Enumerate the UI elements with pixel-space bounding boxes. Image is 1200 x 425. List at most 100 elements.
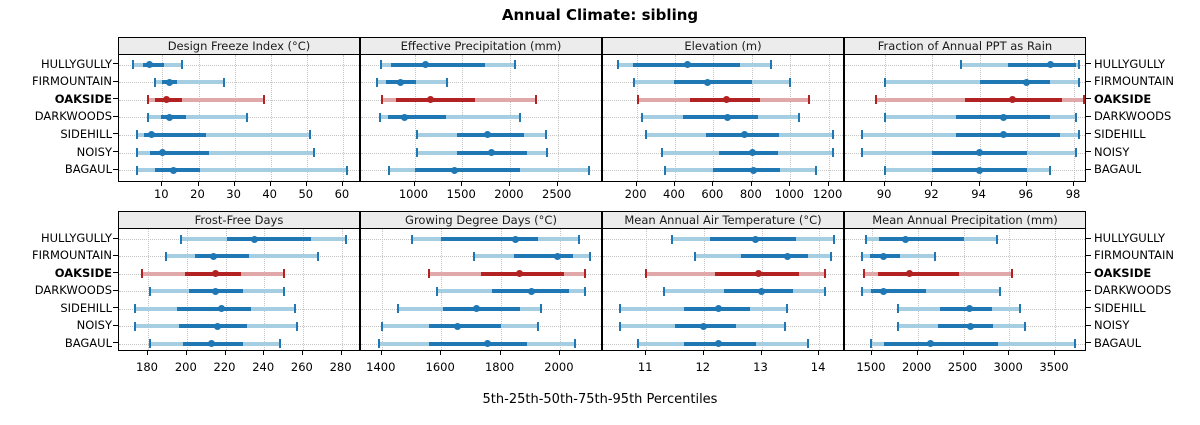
axis-tick [185, 351, 187, 355]
panel-plot-mean-annual-air-temperature-c [602, 228, 844, 351]
tick-label: 11 [637, 360, 653, 374]
row-label-right-oakside: OAKSIDE [1094, 91, 1152, 106]
whisker-cap-95th [789, 77, 792, 87]
axis-tick [301, 351, 303, 355]
tick-label: 1500 [446, 187, 476, 201]
tick-label: 1000 [774, 187, 804, 201]
panel-strip-elevation-m: Elevation (m) [602, 37, 844, 54]
whisker-cap-5th [641, 112, 644, 122]
whisker-cap-5th [636, 95, 639, 105]
whisker-cap-5th [884, 165, 887, 175]
percentile-box-25-75 [457, 132, 525, 137]
row-label-right-firmountain: FIRMOUNTAIN [1094, 74, 1174, 89]
whisker-cap-5th [870, 339, 873, 349]
whisker-cap-95th [806, 339, 809, 349]
tick-label: 3500 [1039, 360, 1069, 374]
whisker-cap-5th [860, 251, 863, 261]
row-tick-left [113, 254, 118, 256]
axis-tick [1025, 182, 1027, 186]
whisker-cap-5th [132, 60, 135, 69]
axis-tick [1008, 351, 1010, 355]
median-dot [451, 166, 459, 174]
whisker-cap-5th [146, 112, 149, 122]
gridline [1055, 229, 1056, 350]
axis-tick [635, 182, 637, 186]
median-dot [1009, 96, 1017, 104]
whisker-cap-5th [410, 234, 413, 244]
row-label-right-firmountain: FIRMOUNTAIN [1094, 248, 1174, 263]
axis-tick [147, 351, 148, 355]
percentile-box-25-75 [871, 289, 926, 294]
whisker-cap-95th [282, 286, 285, 296]
row-tick-left [113, 98, 118, 100]
axis-tick [263, 351, 265, 355]
row-label-right-noisy: NOISY [1094, 144, 1130, 159]
tick-label: 12 [695, 360, 711, 374]
gridline [1009, 229, 1011, 350]
axis-tick [224, 351, 226, 355]
tick-label: 200 [624, 187, 647, 201]
row-tick-right [1086, 289, 1091, 291]
row-label-right-hullygully: HULLYGULLY [1094, 231, 1166, 245]
median-dot [966, 322, 974, 330]
median-dot [724, 113, 732, 121]
whisker-cap-5th [435, 286, 438, 296]
tick-label: 1000 [398, 187, 429, 201]
axis-tick [712, 182, 714, 186]
row-gridline [119, 64, 359, 66]
median-dot [740, 131, 748, 139]
whisker-cap-95th [317, 251, 320, 261]
percentile-box-25-75 [878, 237, 965, 241]
row-tick-right [1086, 342, 1091, 344]
whisker-cap-5th [619, 321, 622, 331]
median-dot [758, 287, 765, 295]
whisker-cap-5th [133, 321, 136, 331]
median-dot [700, 322, 708, 330]
axis-tick [1073, 182, 1074, 186]
tick-label: 600 [701, 187, 724, 201]
whisker-cap-95th [539, 304, 542, 314]
whisker-cap-95th [513, 60, 516, 69]
row-label-right-darkwoods: DARKWOODS [1094, 109, 1172, 124]
row-label-left-firmountain: FIRMOUNTAIN [32, 74, 112, 89]
percentile-box-25-75 [179, 324, 247, 329]
whisker-cap-5th [136, 165, 139, 175]
whisker-cap-5th [380, 60, 382, 69]
tick-label: 2000 [544, 360, 574, 374]
percentile-box-25-75 [429, 341, 528, 346]
gridline [302, 229, 304, 350]
whisker-cap-5th [662, 286, 665, 296]
tick-label: 10 [153, 187, 169, 201]
tick-label: 98 [1065, 187, 1081, 201]
row-gridline [361, 82, 601, 84]
whisker-cap-95th [546, 148, 549, 157]
percentile-box-25-75 [194, 254, 249, 259]
percentile-box-25-75 [396, 97, 476, 102]
whisker-cap-95th [1075, 148, 1078, 157]
axis-tick [931, 182, 933, 186]
gridline [270, 55, 272, 181]
row-tick-left [113, 237, 118, 239]
panel-plot-frost-free-days [118, 228, 360, 351]
gridline [646, 229, 648, 350]
median-dot [553, 252, 561, 260]
whisker-cap-95th [296, 321, 299, 331]
whisker-cap-5th [645, 130, 648, 140]
whisker-cap-95th [832, 234, 835, 244]
whisker-cap-5th [874, 95, 877, 105]
whisker-cap-5th [896, 304, 899, 314]
median-dot [454, 322, 461, 330]
percentile-band-5-95 [155, 80, 224, 85]
tick-label: 30 [226, 187, 241, 201]
tick-label: 2500 [947, 360, 978, 374]
whisker-cap-5th [671, 234, 674, 244]
panel-strip-mean-annual-air-temperature-c: Mean Annual Air Temperature (°C) [602, 211, 844, 228]
median-dot [516, 270, 524, 278]
whisker-cap-5th [959, 60, 962, 69]
axis-tick [884, 182, 886, 186]
whisker-cap-5th [149, 286, 151, 296]
median-dot [166, 113, 174, 121]
tick-label: 13 [753, 360, 768, 374]
whisker-cap-95th [1024, 321, 1027, 331]
